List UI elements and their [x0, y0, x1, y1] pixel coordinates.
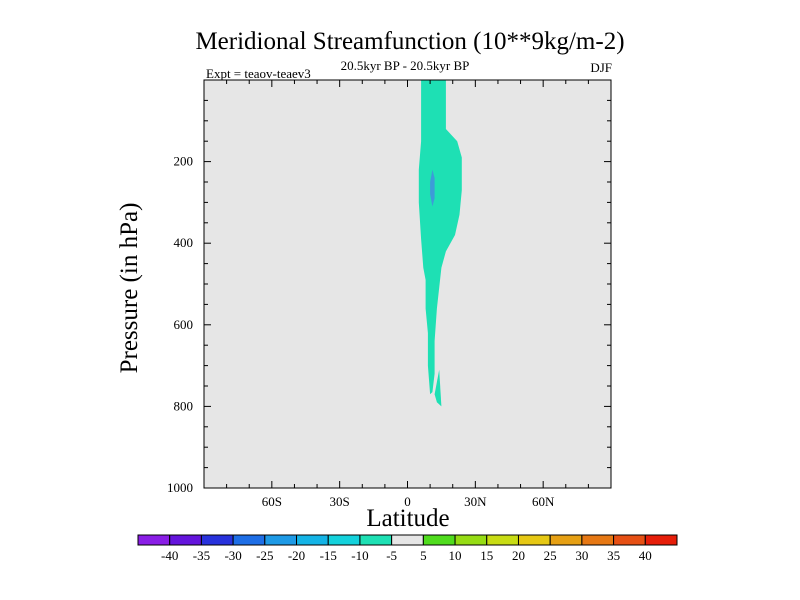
colorbar-label: -20 [288, 548, 305, 563]
colorbar-label: 25 [544, 548, 557, 563]
season-label: DJF [590, 60, 612, 75]
experiment-label: Expt = teaov-teaev3 [206, 66, 311, 81]
x-tick-label: 30S [330, 494, 350, 509]
colorbar-box [391, 534, 424, 546]
colorbar-box [486, 534, 519, 546]
colorbar-label: 35 [607, 548, 620, 563]
negative-cell-core [430, 169, 435, 207]
y-tick-label: 600 [174, 317, 194, 332]
colorbar-label: -35 [193, 548, 210, 563]
colorbar-box [422, 534, 456, 546]
contour-regions [418, 80, 462, 407]
colorbar-label: 20 [512, 548, 525, 563]
y-tick-label: 200 [174, 154, 194, 169]
colorbar-box [549, 534, 583, 546]
y-tick-label: 1000 [167, 480, 193, 495]
colorbar-box [169, 534, 202, 546]
x-tick-label: 0 [404, 494, 411, 509]
colorbar-box [296, 534, 329, 546]
x-axis-label: Latitude [366, 505, 450, 532]
colorbar-box [327, 534, 361, 546]
x-tick-label: 30N [464, 494, 487, 509]
colorbar-box [359, 534, 393, 546]
chart-subtitle: 20.5kyr BP - 20.5kyr BP [340, 58, 470, 73]
colorbar-box [232, 534, 266, 546]
colorbar-label: -40 [161, 548, 178, 563]
axis-ticks: 60S 30S 0 30N 60N 200 400 600 800 1000 [167, 80, 611, 509]
x-tick-label: 60N [532, 494, 555, 509]
colorbar-box [613, 534, 646, 546]
colorbar-box [644, 534, 678, 546]
colorbar: -40 -35 -30 -25 -20 -15 -10 -5 5 10 15 20 25 30 35 40 [137, 534, 678, 563]
colorbar-label: -15 [320, 548, 337, 563]
colorbar-label: 10 [449, 548, 462, 563]
colorbar-label: -5 [386, 548, 397, 563]
colorbar-box [517, 534, 551, 546]
colorbar-label: 30 [575, 548, 588, 563]
colorbar-box [137, 534, 171, 546]
colorbar-label: 5 [420, 548, 427, 563]
colorbar-box [264, 534, 298, 546]
colorbar-box [454, 534, 488, 546]
x-tick-label: 60S [262, 494, 282, 509]
colorbar-box [581, 534, 615, 546]
colorbar-label: 15 [480, 548, 493, 563]
colorbar-label: -10 [351, 548, 368, 563]
colorbar-box [200, 534, 234, 546]
negative-cell-tail [434, 369, 442, 407]
chart-title: Meridional Streamfunction (10**9kg/m-2) [195, 28, 625, 55]
plot-area [204, 80, 611, 488]
colorbar-label: 40 [639, 548, 652, 563]
colorbar-label: -25 [256, 548, 273, 563]
colorbar-label: -30 [224, 548, 241, 563]
y-tick-label: 800 [174, 398, 194, 413]
negative-cell-outer [418, 80, 462, 395]
y-tick-label: 400 [174, 235, 194, 250]
